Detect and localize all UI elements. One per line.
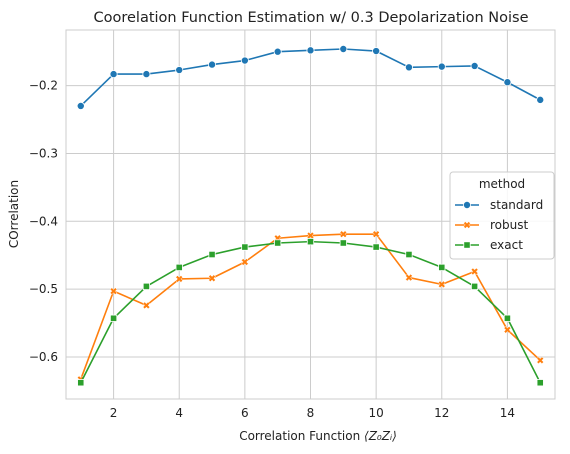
y-axis-label: COrrelation [7,180,21,248]
legend-label: standard [490,198,543,212]
legend-item-exact: exact [455,238,523,252]
data-point-exact [405,250,413,259]
data-point-standard [372,47,381,56]
y-tick-label: −0.6 [29,350,58,364]
x-axis-label-text: Correlation Function [239,429,364,443]
y-axis-ticks: −0.2 −0.3 −0.4 −0.5 −0.6 [29,79,58,364]
x-tick-label: 8 [307,406,315,420]
data-point-standard [175,66,184,75]
data-point-robust [339,230,348,238]
data-point-exact [372,243,380,251]
data-point-exact [208,250,216,259]
data-point-exact [274,239,282,247]
x-tick-label: 6 [241,406,249,420]
data-point-exact [142,282,151,291]
series-layer [76,44,545,387]
data-point-exact [109,314,118,322]
y-tick-label: −0.3 [29,146,58,160]
legend-label: robust [490,218,528,232]
legend-item-standard: standard [455,198,543,212]
y-tick-label: −0.2 [29,79,58,93]
data-point-robust [142,301,151,310]
legend-item-robust: robust [455,218,528,232]
data-point-standard [109,70,118,79]
data-point-standard [470,61,479,70]
x-tick-label: 4 [175,406,183,420]
legend-swatch-marker [463,241,471,249]
legend-swatch-marker [462,200,471,209]
chart-title: Coorelation Function Estimation w/ 0.3 D… [93,10,528,26]
data-point-exact [536,379,544,387]
data-point-robust [372,230,380,238]
data-point-exact [306,238,315,246]
series-standard [76,44,545,110]
legend-swatch-marker [463,221,471,229]
data-point-standard [142,70,151,79]
data-point-standard [339,44,348,53]
x-axis-label: Correlation Function ⟨Z₀Zᵢ⟩ [239,429,397,443]
data-point-standard [404,63,413,72]
data-point-robust [470,267,479,276]
data-point-exact [241,243,249,251]
data-point-standard [240,56,249,65]
data-point-robust [503,326,512,334]
legend-box [449,171,555,260]
data-point-exact [77,379,85,387]
data-point-standard [306,46,315,55]
series-exact [77,238,544,387]
legend: method standard robust exact [449,171,555,260]
data-point-standard [208,60,217,69]
data-point-standard [76,101,85,110]
data-point-robust [109,287,118,295]
data-point-exact [438,263,446,272]
legend-label: exact [490,238,523,252]
x-axis-ticks: 2 4 6 8 10 12 14 [110,406,515,420]
y-tick-label: −0.4 [29,214,58,228]
data-point-robust [405,273,413,282]
data-point-robust [175,275,183,283]
legend-title: method [479,177,525,191]
data-point-standard [503,78,512,87]
data-point-standard [437,62,446,71]
x-tick-label: 12 [434,406,449,420]
y-tick-label: −0.5 [29,282,58,296]
data-point-robust [208,274,216,283]
data-point-robust [241,258,249,266]
data-point-exact [175,263,183,272]
data-point-exact [339,239,347,247]
data-point-exact [503,314,512,322]
data-point-robust [438,280,446,289]
data-point-standard [273,47,282,56]
x-tick-label: 14 [500,406,515,420]
x-tick-label: 2 [110,406,118,420]
legend-items: standard robust exact [455,198,543,252]
data-point-robust [536,356,544,365]
data-point-robust [306,231,315,240]
data-point-exact [470,282,479,291]
x-axis-label-math: ⟨Z₀Zᵢ⟩ [364,429,397,443]
data-point-standard [536,95,545,104]
x-tick-label: 10 [368,406,383,420]
